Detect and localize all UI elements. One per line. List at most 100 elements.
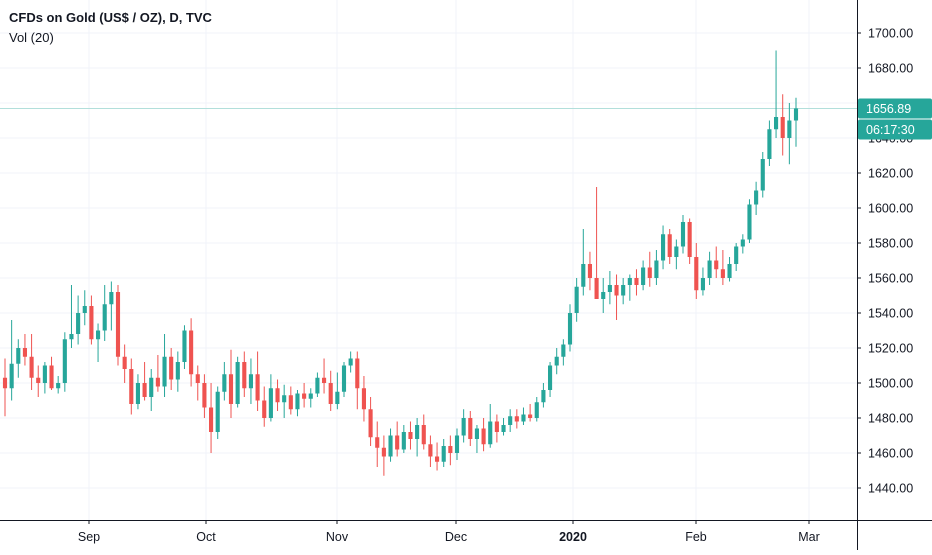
candle[interactable] <box>680 215 686 254</box>
candle[interactable] <box>22 334 28 366</box>
candle[interactable] <box>248 358 254 405</box>
candle[interactable] <box>780 94 785 156</box>
candle[interactable] <box>142 362 147 401</box>
candle[interactable] <box>255 351 260 412</box>
volume-indicator-label[interactable]: Vol (20) <box>9 30 54 45</box>
candle[interactable] <box>501 418 506 436</box>
candle[interactable] <box>634 269 639 296</box>
candle[interactable] <box>95 323 101 363</box>
candle[interactable] <box>288 386 293 415</box>
candle[interactable] <box>2 358 8 417</box>
candle[interactable] <box>16 339 21 378</box>
candle[interactable] <box>56 376 61 394</box>
candle[interactable] <box>488 404 493 448</box>
candle[interactable] <box>341 362 347 397</box>
candle[interactable] <box>727 257 732 282</box>
candle[interactable] <box>235 356 240 408</box>
candle[interactable] <box>155 355 160 392</box>
candle[interactable] <box>262 386 267 427</box>
candle[interactable] <box>694 243 699 299</box>
candle[interactable] <box>474 425 480 453</box>
candle[interactable] <box>415 418 420 457</box>
candle[interactable] <box>82 290 87 326</box>
candle[interactable] <box>687 218 692 265</box>
candle[interactable] <box>109 281 114 331</box>
candle[interactable] <box>421 414 426 450</box>
candle[interactable] <box>381 435 386 476</box>
candle[interactable] <box>793 97 799 147</box>
candle[interactable] <box>89 295 94 345</box>
candle[interactable] <box>62 332 67 392</box>
candle[interactable] <box>102 285 107 341</box>
candle[interactable] <box>654 250 659 285</box>
candle[interactable] <box>208 383 214 453</box>
candle[interactable] <box>302 383 307 408</box>
candle[interactable] <box>395 421 400 457</box>
candle[interactable] <box>534 397 539 422</box>
candle[interactable] <box>215 386 220 440</box>
candle[interactable] <box>428 435 433 468</box>
candle[interactable] <box>734 243 739 271</box>
candle[interactable] <box>321 358 327 394</box>
candle[interactable] <box>468 411 473 446</box>
candle[interactable] <box>754 181 759 215</box>
candle[interactable] <box>368 397 373 446</box>
candle[interactable] <box>601 278 606 313</box>
candle[interactable] <box>388 428 393 462</box>
candle[interactable] <box>195 365 200 401</box>
candle[interactable] <box>773 50 779 139</box>
candle[interactable] <box>787 103 792 165</box>
candle[interactable] <box>149 369 154 411</box>
candle[interactable] <box>581 229 586 296</box>
candle[interactable] <box>454 428 460 461</box>
candle[interactable] <box>202 374 207 418</box>
candle[interactable] <box>461 409 466 443</box>
candle[interactable] <box>561 339 566 366</box>
candle[interactable] <box>175 351 180 392</box>
candle[interactable] <box>554 348 559 375</box>
candle[interactable] <box>641 260 646 291</box>
candle[interactable] <box>42 362 47 394</box>
candle[interactable] <box>335 372 340 410</box>
candle[interactable] <box>408 421 413 450</box>
candle[interactable] <box>189 318 194 387</box>
candle[interactable] <box>222 362 227 401</box>
candle[interactable] <box>621 278 626 305</box>
candle[interactable] <box>514 409 519 429</box>
candle[interactable] <box>714 246 719 279</box>
candle[interactable] <box>169 348 174 390</box>
candle[interactable] <box>574 278 579 322</box>
candle[interactable] <box>355 351 360 410</box>
candle[interactable] <box>115 285 121 366</box>
candle[interactable] <box>660 225 666 270</box>
candle[interactable] <box>614 274 619 321</box>
candle[interactable] <box>528 404 533 422</box>
candle[interactable] <box>36 365 41 398</box>
candle[interactable] <box>667 229 672 264</box>
candle[interactable] <box>547 362 553 397</box>
candle[interactable] <box>308 388 313 408</box>
candle[interactable] <box>315 372 320 398</box>
candle[interactable] <box>767 120 772 167</box>
candle[interactable] <box>720 250 725 285</box>
candle[interactable] <box>9 320 14 401</box>
candle[interactable] <box>162 334 167 397</box>
candle[interactable] <box>49 356 54 390</box>
candle[interactable] <box>328 370 333 411</box>
candle[interactable] <box>275 379 280 412</box>
candle[interactable] <box>401 425 406 453</box>
symbol-title[interactable]: CFDs on Gold (US$ / OZ), D, TVC <box>9 10 212 25</box>
candle[interactable] <box>700 267 706 296</box>
candle[interactable] <box>747 199 752 243</box>
candle[interactable] <box>268 374 273 422</box>
candle[interactable] <box>567 304 573 352</box>
candle[interactable] <box>740 234 745 254</box>
candle[interactable] <box>707 251 712 285</box>
candle[interactable] <box>481 418 486 452</box>
candle[interactable] <box>361 376 367 422</box>
candle[interactable] <box>242 351 247 398</box>
candle[interactable] <box>541 383 546 408</box>
candle[interactable] <box>348 351 353 373</box>
